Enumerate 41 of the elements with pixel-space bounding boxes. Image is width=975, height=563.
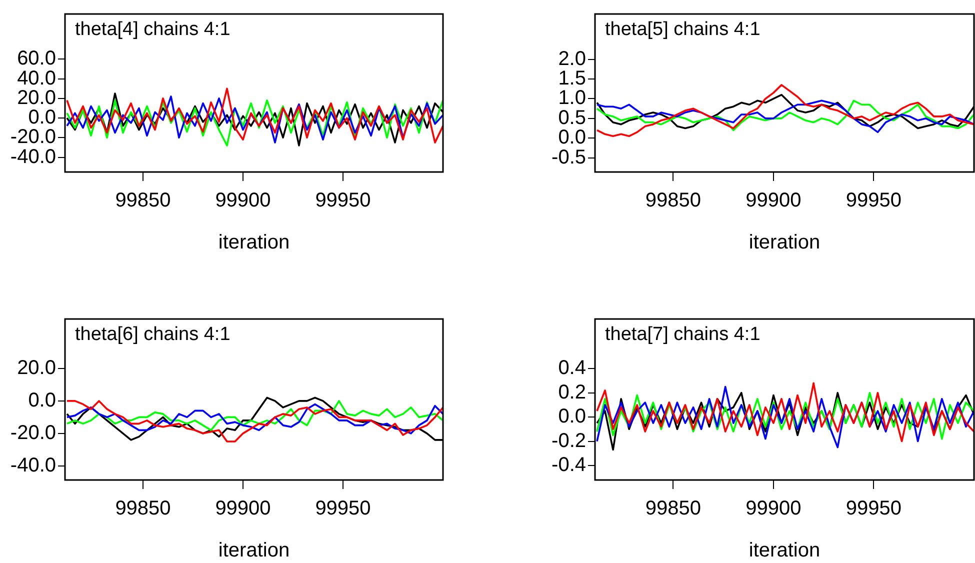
y-tick-label: 0.0 (28, 106, 56, 129)
x-tick-label: 99950 (846, 190, 902, 212)
y-tick-label: 0.4 (558, 357, 586, 380)
y-tick-label: 0.2 (558, 381, 586, 404)
y-tick-label: 0.0 (558, 406, 586, 428)
x-tick-label: 99850 (645, 498, 702, 520)
y-tick-label: 2.0 (558, 48, 586, 70)
y-tick-label: 0.5 (558, 106, 586, 129)
x-tick-label: 99950 (315, 498, 371, 520)
chart-title: theta[5] chains 4:1 (605, 19, 760, 40)
y-tick-label: 20.0 (17, 357, 56, 380)
x-tick-label: 99850 (115, 190, 171, 212)
chart-title: theta[6] chains 4:1 (75, 324, 230, 345)
x-axis-title: iteration (748, 540, 820, 562)
y-tick-label: -0.2 (552, 430, 586, 452)
y-tick-label: -0.4 (552, 454, 586, 476)
y-tick-label: -40.0 (10, 454, 56, 476)
y-tick-label: 1.0 (558, 87, 586, 110)
x-tick-label: 99900 (746, 498, 802, 520)
chart-title: theta[7] chains 4:1 (605, 324, 760, 345)
x-tick-label: 99900 (215, 190, 271, 212)
x-axis-title: iteration (218, 540, 290, 562)
x-tick-label: 99950 (846, 498, 902, 520)
x-tick-label: 99950 (315, 190, 371, 212)
y-tick-label: 0.0 (28, 389, 56, 412)
x-tick-label: 99850 (645, 190, 702, 212)
y-tick-label: 0.0 (558, 126, 586, 149)
y-tick-label: -40.0 (10, 146, 56, 168)
x-tick-label: 99850 (115, 498, 171, 520)
x-axis-title: iteration (748, 232, 820, 254)
y-tick-label: -20.0 (10, 422, 56, 444)
y-tick-label: 40.0 (17, 67, 56, 90)
y-tick-label: 1.5 (558, 68, 586, 90)
x-tick-label: 99900 (746, 190, 802, 212)
y-tick-label: -20.0 (10, 126, 56, 148)
y-tick-label: 20.0 (17, 86, 56, 109)
x-tick-label: 99900 (215, 498, 271, 520)
y-tick-label: 60.0 (17, 48, 56, 70)
chart-title: theta[4] chains 4:1 (75, 19, 230, 40)
x-axis-title: iteration (218, 232, 290, 254)
y-tick-label: -0.5 (552, 146, 586, 168)
